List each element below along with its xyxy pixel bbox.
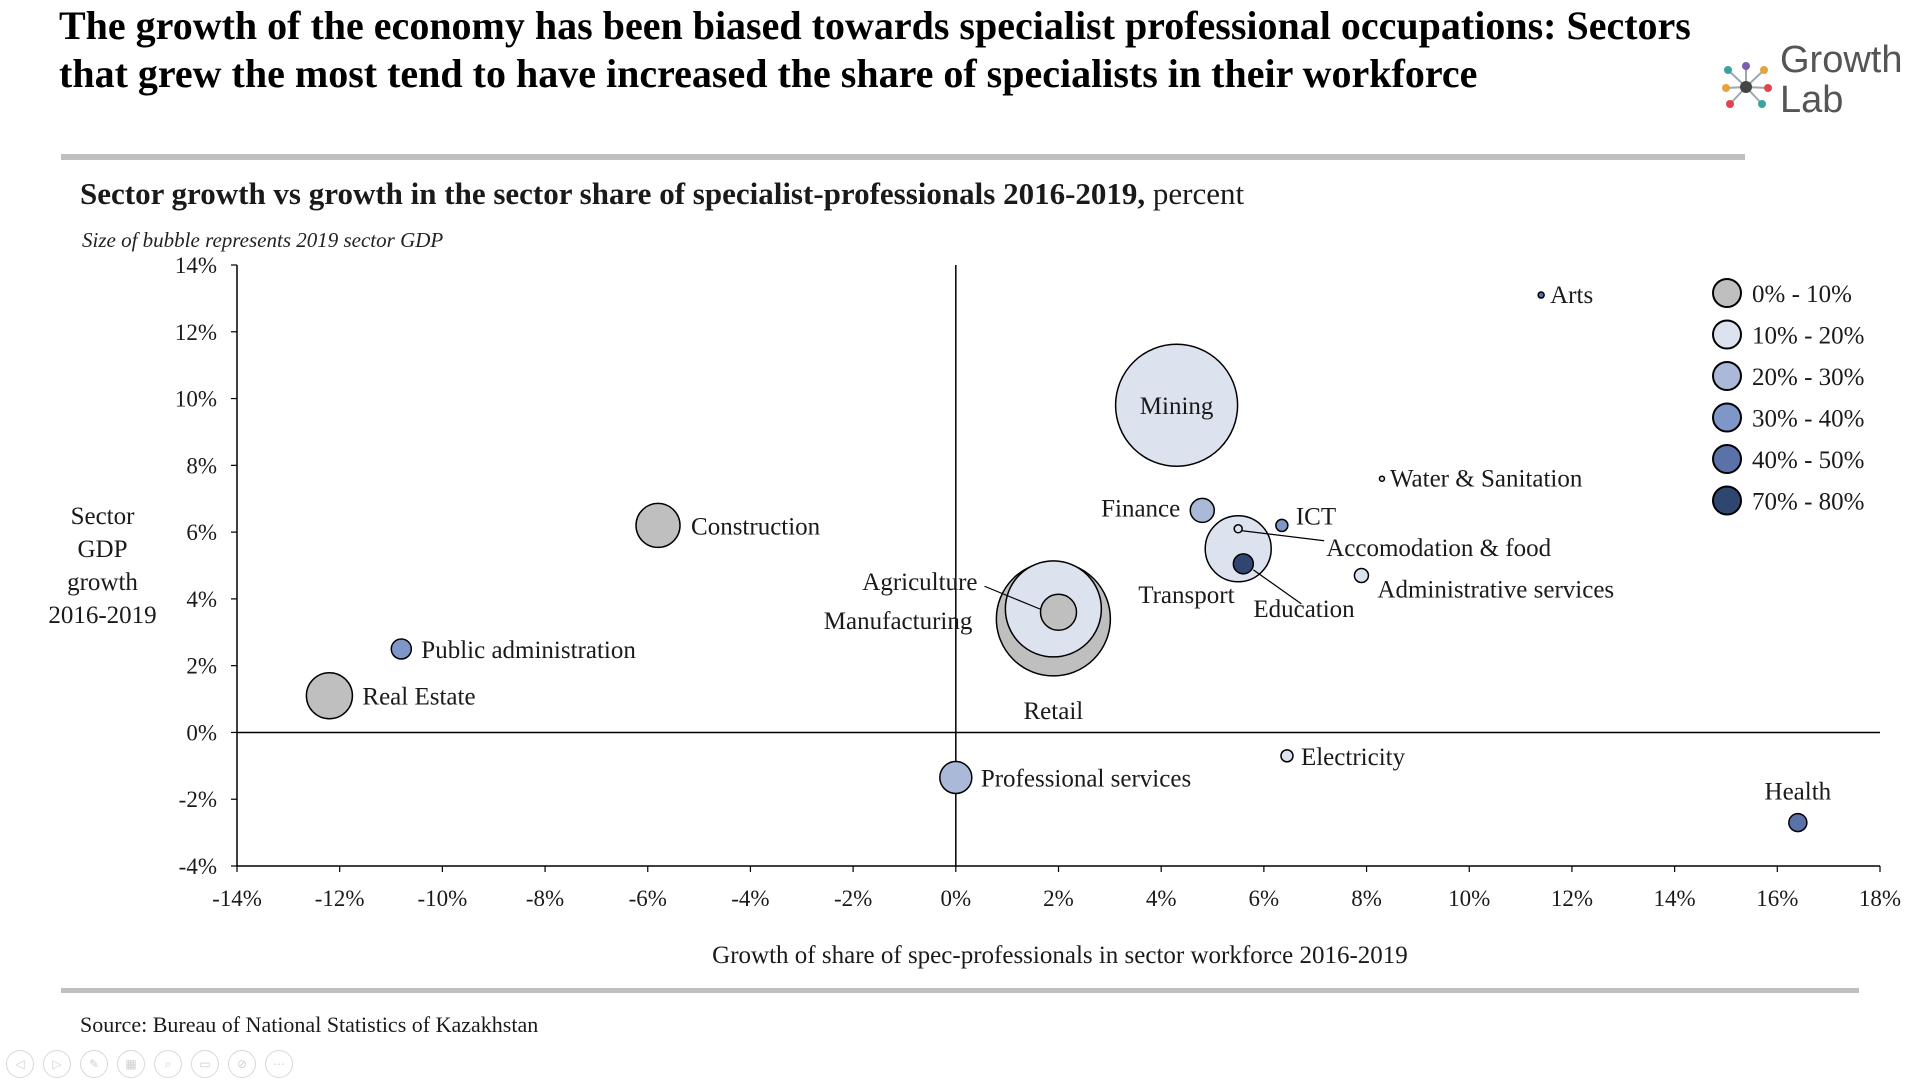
bubble-ict [1275, 518, 1289, 533]
play-icon[interactable]: ▷ [43, 1050, 71, 1078]
x-tick-label: -12% [315, 886, 365, 911]
y-tick-label: 4% [186, 587, 217, 612]
legend-label: 20% - 30% [1752, 364, 1864, 391]
x-tick-label: 12% [1551, 886, 1593, 911]
y-axis-label: Sector GDP growth 2016-2019 [48, 503, 157, 629]
bubble-construction [635, 502, 681, 549]
bubble-public-administration [390, 638, 413, 660]
legend-swatch [1712, 278, 1742, 308]
x-tick-label: 14% [1654, 886, 1696, 911]
chart-title-main: Sector growth vs growth in the sector sh… [80, 176, 1146, 211]
y-tick-label: -4% [179, 854, 217, 879]
x-tick-label: 8% [1351, 886, 1382, 911]
bubble-water-and-sanitation [1378, 475, 1386, 482]
bubble-education [1232, 553, 1255, 575]
data-label-public-administration: Public administration [421, 637, 636, 664]
more-icon[interactable]: ⋯ [265, 1050, 293, 1078]
slide-title: The growth of the economy has been biase… [59, 3, 1691, 96]
title-divider [61, 154, 1745, 160]
zoom-icon[interactable]: ⌕ [154, 1050, 182, 1078]
data-label-electricity: Electricity [1301, 744, 1406, 771]
y-tick-label: 14% [175, 253, 217, 278]
pen-icon[interactable]: ✎ [80, 1050, 108, 1078]
camera-off-icon[interactable]: ⊘ [228, 1050, 256, 1078]
chart-title-unit: percent [1152, 176, 1245, 211]
legend-label: 10% - 20% [1752, 323, 1864, 350]
x-tick-label: -4% [731, 886, 769, 911]
y-tick-label: 0% [186, 720, 217, 745]
legend-label: 30% - 40% [1752, 406, 1864, 433]
x-tick-label: 4% [1146, 886, 1177, 911]
data-label-professional-services: Professional services [981, 766, 1191, 793]
bubble-administrative-services [1353, 567, 1370, 584]
legend-swatch [1712, 319, 1742, 350]
data-label-ict: ICT [1296, 503, 1336, 530]
x-tick-label: 2% [1043, 886, 1074, 911]
bubble-mining [1114, 343, 1239, 467]
x-tick-label: -14% [212, 886, 262, 911]
x-tick-label: 0% [940, 886, 971, 911]
legend-swatch [1712, 361, 1742, 391]
data-label-retail: Retail [1024, 698, 1084, 725]
chart-title: Sector growth vs growth in the sector sh… [80, 174, 1244, 214]
x-tick-label: 18% [1859, 886, 1901, 911]
leader-line [1252, 569, 1302, 605]
y-tick-label: 2% [186, 654, 217, 679]
bubble-health [1788, 812, 1808, 833]
legend-swatch [1712, 485, 1742, 516]
data-label-agriculture: Agriculture [862, 569, 977, 596]
logo-text: Growth Lab [1780, 39, 1903, 121]
bubble-electricity [1280, 749, 1294, 763]
data-label-health: Health [1765, 779, 1832, 806]
bubble-real-estate [305, 671, 354, 720]
x-tick-label: 6% [1249, 886, 1280, 911]
chart-subtitle: Size of bubble represents 2019 sector GD… [82, 228, 444, 252]
y-tick-label: -2% [179, 787, 217, 812]
bubble-finance [1189, 497, 1216, 524]
x-tick-label: -8% [526, 886, 564, 911]
x-tick-label: 16% [1756, 886, 1798, 911]
legend-label: 70% - 80% [1752, 489, 1864, 516]
y-tick-label: 10% [175, 387, 217, 412]
y-tick-label: 12% [175, 320, 217, 345]
y-tick-label: 6% [186, 520, 217, 545]
bubble-accomodation-and-food [1233, 524, 1243, 534]
bubble-professional-services [939, 760, 973, 795]
data-label-administrative-services: Administrative services [1377, 577, 1614, 604]
x-tick-label: 10% [1448, 886, 1490, 911]
y-tick-label: 8% [186, 453, 217, 478]
bubble-arts [1537, 291, 1545, 299]
legend-swatch [1712, 402, 1742, 433]
data-label-finance: Finance [1101, 495, 1180, 522]
slides-icon[interactable]: ▦ [117, 1050, 145, 1078]
leader-line [1242, 530, 1325, 542]
legend-swatch [1712, 444, 1742, 474]
data-label-water-and-sanitation: Water & Sanitation [1390, 466, 1583, 493]
leader-line [984, 585, 1041, 610]
data-label-real-estate: Real Estate [362, 684, 475, 711]
prev-icon[interactable]: ◁ [6, 1050, 34, 1078]
data-label-construction: Construction [691, 513, 821, 540]
data-label-mining: Mining [1140, 393, 1214, 420]
x-tick-label: -2% [834, 886, 872, 911]
network-logo-icon [1722, 62, 1772, 108]
x-tick-label: -10% [417, 886, 467, 911]
data-label-accomodation-and-food: Accomodation & food [1326, 535, 1551, 562]
source-note: Source: Bureau of National Statistics of… [80, 1012, 539, 1037]
subtitles-icon[interactable]: ▭ [191, 1050, 219, 1078]
x-axis-label: Growth of share of spec-professionals in… [712, 942, 1408, 969]
data-label-transport: Transport [1138, 582, 1234, 609]
bottom-divider [61, 988, 1859, 993]
data-label-arts: Arts [1550, 282, 1593, 309]
legend-label: 0% - 10% [1752, 281, 1852, 308]
growth-lab-logo: Growth Lab [1716, 40, 1916, 130]
data-label-manufacturing: Manufacturing [824, 608, 973, 635]
x-tick-label: -6% [629, 886, 667, 911]
data-label-education: Education [1253, 596, 1355, 623]
bubble-agriculture [1039, 593, 1078, 631]
presentation-toolbar: ◁ ▷ ✎ ▦ ⌕ ▭ ⊘ ⋯ [6, 1050, 293, 1078]
legend-label: 40% - 50% [1752, 447, 1864, 474]
